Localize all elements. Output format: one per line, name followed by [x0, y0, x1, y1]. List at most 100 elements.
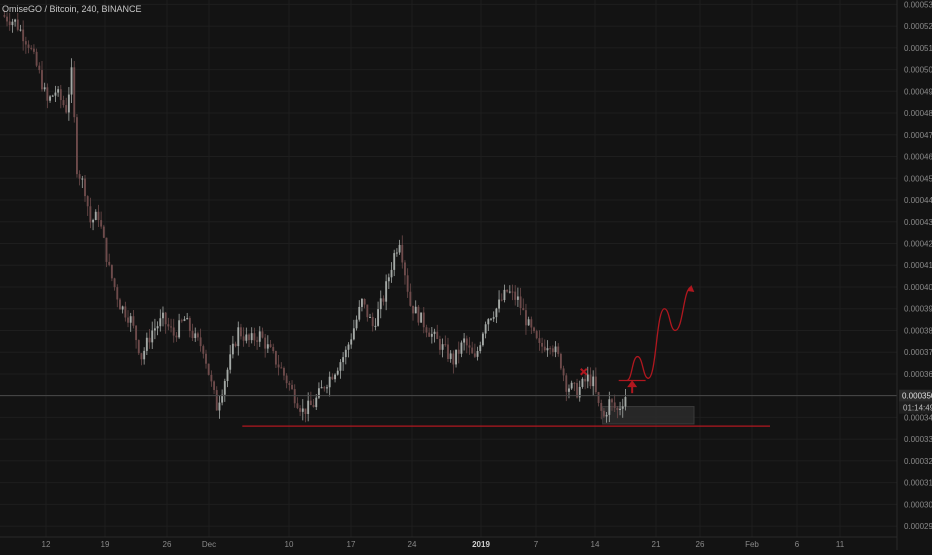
candle-body: [514, 291, 517, 300]
candle: [307, 392, 310, 422]
candle-body: [406, 275, 409, 292]
candle-body: [110, 264, 113, 279]
candle: [514, 285, 517, 306]
candle: [533, 326, 535, 334]
candle: [167, 317, 170, 331]
candle-body: [326, 387, 328, 389]
candle: [194, 327, 197, 342]
projection-path[interactable]: [626, 286, 692, 382]
candle: [89, 197, 92, 229]
candle: [433, 328, 436, 343]
candle: [16, 12, 19, 32]
candle: [317, 382, 320, 400]
candle-body: [164, 312, 167, 325]
candle-body: [586, 374, 589, 382]
candle: [210, 370, 213, 387]
candle: [438, 335, 441, 355]
candle: [611, 397, 613, 411]
candle-body: [530, 319, 533, 328]
candle: [422, 307, 425, 334]
candle-body: [605, 414, 608, 417]
candle-body: [102, 226, 105, 238]
candle: [299, 405, 302, 417]
candle: [616, 406, 619, 419]
candle: [170, 318, 172, 333]
demand-zone-box[interactable]: [602, 406, 695, 425]
candle-body: [288, 383, 291, 385]
candle: [172, 318, 175, 343]
candle-body: [481, 333, 484, 346]
candle: [465, 335, 468, 354]
candle: [178, 313, 181, 339]
up-arrow-marker[interactable]: [627, 380, 638, 394]
candle: [495, 307, 498, 324]
candle-body: [223, 381, 226, 395]
candle: [180, 318, 183, 323]
candle: [543, 339, 546, 352]
candle: [27, 40, 30, 54]
candle: [256, 336, 259, 350]
candle: [19, 24, 22, 32]
candle-body: [344, 349, 347, 358]
candle: [479, 341, 482, 354]
candle: [436, 324, 439, 340]
candle-body: [549, 348, 552, 350]
candle: [613, 394, 616, 413]
candle: [602, 408, 605, 418]
candle-body: [541, 342, 544, 347]
candle-body: [527, 319, 530, 326]
candle-body: [557, 346, 560, 354]
candle-body: [438, 338, 441, 350]
candle: [527, 316, 530, 326]
candle: [463, 332, 466, 351]
current-price-tag-bg: [899, 389, 932, 402]
candle-body: [304, 408, 307, 414]
candle: [124, 301, 127, 322]
candle-body: [312, 405, 315, 408]
candle-body: [253, 333, 256, 341]
candle: [355, 315, 358, 331]
candle: [420, 312, 423, 323]
candle: [594, 367, 597, 394]
candle-body: [594, 376, 597, 393]
candle-body: [543, 346, 546, 351]
candle-body: [363, 298, 366, 305]
candle-body: [503, 289, 506, 301]
candle-body: [215, 390, 218, 411]
candle-body: [175, 335, 178, 338]
time-axis[interactable]: 12 19 26 Dec 10 17 24 2019 7 14 21 26 Feb 6 11: [0, 536, 897, 549]
candle: [417, 304, 420, 326]
candle: [213, 380, 216, 394]
candle: [22, 20, 25, 51]
candle-body: [404, 262, 406, 276]
candle: [554, 341, 557, 358]
cross-marker[interactable]: [580, 368, 588, 376]
candle-body: [145, 337, 148, 351]
time-tick-label: 6: [795, 540, 800, 549]
symbol-title[interactable]: OmiseGO / Bitcoin, 240, BINANCE: [2, 4, 142, 14]
candle: [522, 298, 525, 311]
candle-body: [600, 402, 603, 411]
candle-body: [320, 387, 323, 389]
candle-body: [317, 388, 320, 398]
candle-body: [425, 327, 428, 333]
candle: [100, 211, 103, 229]
candle: [135, 325, 138, 349]
candle-body: [401, 244, 404, 263]
candle-body: [602, 410, 605, 417]
candle: [280, 362, 283, 369]
candle-body: [269, 344, 272, 348]
candle: [148, 328, 151, 349]
candle: [309, 391, 312, 406]
candle-body: [562, 368, 565, 376]
candle-body: [374, 325, 377, 327]
candle-body: [280, 367, 283, 369]
candle-body: [511, 291, 514, 293]
candle: [245, 327, 248, 344]
